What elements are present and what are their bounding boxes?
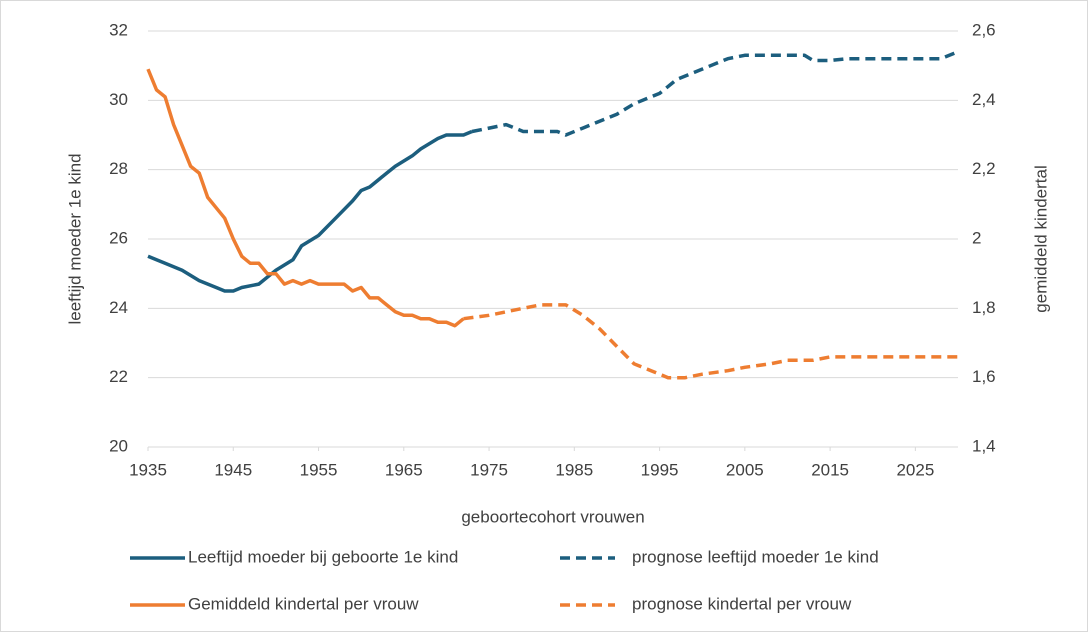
x-tick-label: 1975 — [470, 460, 508, 479]
x-tick-label: 1955 — [300, 460, 338, 479]
y-tick-label: 32 — [109, 20, 128, 39]
x-tick-label: 2005 — [726, 460, 764, 479]
x-tick-label: 2025 — [896, 460, 934, 479]
y2-tick-label: 1,8 — [972, 298, 996, 317]
x-tick-label: 1935 — [129, 460, 167, 479]
y2-tick-label: 1,6 — [972, 367, 996, 386]
line-series — [471, 50, 959, 137]
x-tick-label: 1985 — [555, 460, 593, 479]
y-tick-label: 26 — [109, 228, 128, 247]
y2-tick-label: 2,2 — [972, 159, 996, 178]
y-tick-label: 30 — [109, 90, 128, 109]
y2-tick-label: 1,4 — [972, 436, 996, 455]
line-series — [463, 303, 958, 380]
x-tick-label: 1995 — [641, 460, 679, 479]
y-axis-label: leeftijd moeder 1e kind — [65, 153, 84, 324]
line-series — [146, 68, 465, 328]
y-tick-label: 28 — [109, 159, 128, 178]
y2-tick-label: 2 — [972, 228, 981, 247]
y2-tick-label: 2,6 — [972, 20, 996, 39]
y-tick-label: 22 — [109, 367, 128, 386]
x-axis-label: geboortecohort vrouwen — [461, 507, 644, 526]
legend-label: Gemiddeld kindertal per vrouw — [188, 594, 419, 613]
y2-axis-label: gemiddeld kindertal — [1031, 165, 1050, 312]
y-tick-label: 20 — [109, 436, 128, 455]
legend-label: Leeftijd moeder bij geboorte 1e kind — [188, 547, 458, 566]
legend-label: prognose leeftijd moeder 1e kind — [632, 547, 879, 566]
legend-label: prognose kindertal per vrouw — [632, 594, 852, 613]
x-tick-label: 2015 — [811, 460, 849, 479]
y-tick-label: 24 — [109, 298, 128, 317]
line-series — [147, 129, 473, 293]
x-tick-label: 1965 — [385, 460, 423, 479]
y2-tick-label: 2,4 — [972, 90, 996, 109]
x-tick-label: 1945 — [214, 460, 252, 479]
